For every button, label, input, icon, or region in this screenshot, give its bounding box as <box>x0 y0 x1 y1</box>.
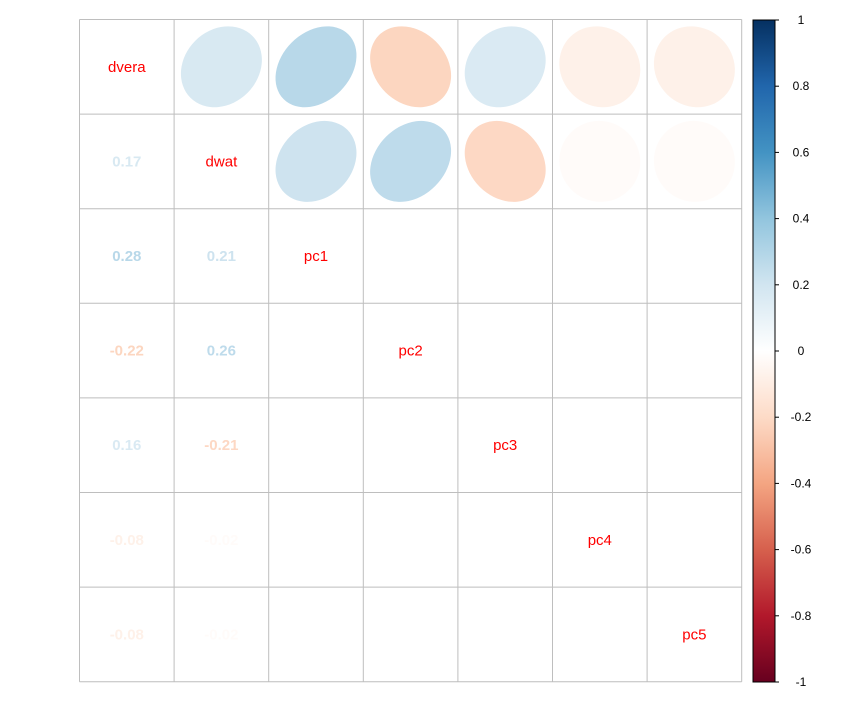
coef-pc1-dvera: 0.28 <box>112 248 141 265</box>
colorbar-tick-label: 0.4 <box>793 212 810 226</box>
matrix-cells: dvera 0.17 dwat 0.28 0.21 pc1 -0.22 0.26 pc2 0.16… <box>108 26 735 643</box>
coef-dwat-dvera: 0.17 <box>112 153 141 170</box>
coef-pc3-dvera: 0.16 <box>112 437 141 454</box>
diagonal-label-pc4: pc4 <box>588 532 612 549</box>
ellipse-dvera-pc1 <box>275 26 357 108</box>
ellipse-pc1-pc5 <box>653 215 735 297</box>
coef-pc3-dwat: -0.21 <box>204 437 238 454</box>
ellipse-pc4-pc5 <box>653 499 735 581</box>
ellipse-dwat-pc5 <box>653 120 735 202</box>
ellipse-pc1-pc2 <box>370 215 452 297</box>
coef-pc1-dwat: 0.21 <box>207 248 236 265</box>
colorbar-tick-label: 0.8 <box>793 79 810 93</box>
coef-pc2-dvera: -0.22 <box>110 343 144 360</box>
colorbar: 1 0.8 0.6 0.4 0.2 0 -0.2 -0.4 -0.6 -0.8 -1 <box>752 13 812 689</box>
ellipse-dvera-dwat <box>180 26 262 108</box>
ellipse-dwat-pc3 <box>464 120 546 202</box>
colorbar-tick-label: -1 <box>796 675 807 689</box>
ellipse-pc1-pc4 <box>559 215 641 297</box>
diagonal-label-dvera: dvera <box>108 59 146 76</box>
ellipse-dvera-pc3 <box>464 26 546 108</box>
coef-pc4-dvera: -0.08 <box>110 532 144 549</box>
ellipse-dvera-pc4 <box>559 26 641 108</box>
coef-pc5-dvera: -0.08 <box>110 626 144 643</box>
colorbar-tick-label: 0 <box>798 344 805 358</box>
colorbar-tick-label: -0.8 <box>791 609 812 623</box>
coef-pc2-dwat: 0.26 <box>207 343 236 360</box>
ellipse-pc3-pc5 <box>653 404 735 486</box>
diagonal-label-pc2: pc2 <box>399 343 423 360</box>
ellipse-dwat-pc1 <box>275 120 357 202</box>
colorbar-tick-label: -0.6 <box>791 543 812 557</box>
coef-pc5-dwat: -0.02 <box>204 626 238 643</box>
colorbar-tick-label: -0.2 <box>791 410 812 424</box>
ellipse-dvera-pc2 <box>370 26 452 108</box>
diagonal-label-pc1: pc1 <box>304 248 328 265</box>
ellipse-pc2-pc4 <box>559 310 641 392</box>
matrix-grid <box>79 19 743 683</box>
colorbar-tick-label: -0.4 <box>791 476 812 490</box>
ellipse-dwat-pc2 <box>370 120 452 202</box>
diagonal-label-dwat: dwat <box>206 153 239 170</box>
colorbar-tick-label: 0.2 <box>793 278 810 292</box>
ellipse-pc2-pc3 <box>464 310 546 392</box>
colorbar-gradient <box>752 19 776 683</box>
ellipse-pc1-pc3 <box>464 215 546 297</box>
ellipse-pc2-pc5 <box>653 310 735 392</box>
ellipse-pc3-pc4 <box>559 404 641 486</box>
ellipse-dvera-pc5 <box>653 26 735 108</box>
diagonal-label-pc3: pc3 <box>493 437 517 454</box>
coef-pc4-dwat: -0.02 <box>204 532 238 549</box>
ellipse-dwat-pc4 <box>559 120 641 202</box>
colorbar-tick-label: 1 <box>798 13 805 27</box>
diagonal-label-pc5: pc5 <box>682 626 706 643</box>
colorbar-tick-label: 0.6 <box>793 145 810 159</box>
